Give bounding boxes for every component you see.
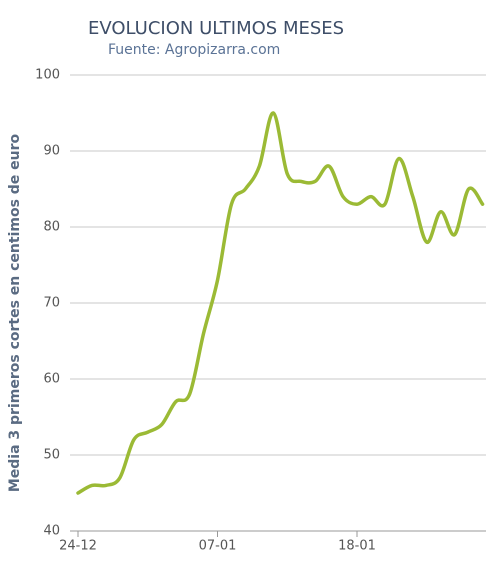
- y-axis-label: Media 3 primeros cortes en centimos de e…: [7, 133, 23, 492]
- y-tick-label: 40: [43, 524, 60, 539]
- chart-title: EVOLUCION ULTIMOS MESES: [88, 18, 344, 39]
- y-tick-label: 80: [43, 220, 60, 235]
- line: [76, 111, 485, 495]
- y-tick-label: 50: [43, 448, 60, 463]
- y-tick-label: 70: [43, 296, 60, 311]
- y-tick-label: 60: [43, 372, 60, 387]
- chart-subtitle: Fuente: Agropizarra.com: [108, 42, 280, 58]
- x-tick-label: 18-01: [338, 539, 376, 554]
- y-tick-label: 100: [35, 68, 60, 83]
- y-tick-label: 90: [43, 144, 60, 159]
- x-tick-label: 07-01: [199, 539, 237, 554]
- x-tick-label: 24-12: [59, 539, 97, 554]
